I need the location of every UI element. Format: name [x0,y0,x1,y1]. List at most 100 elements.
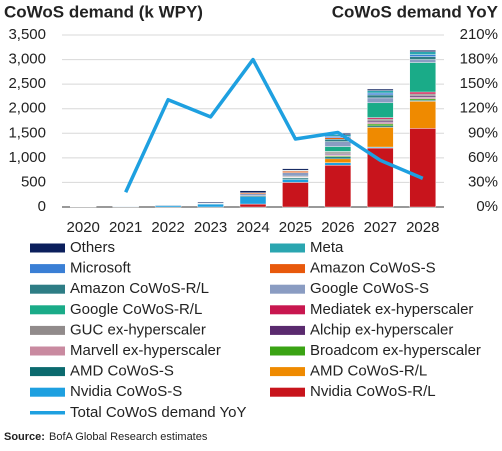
y-tick-label: 1,500 [8,124,46,141]
x-tick-label: 2022 [151,219,184,236]
bar-segment [325,163,351,165]
legend-label: Others [70,239,115,256]
bar-segment [367,119,393,121]
bar-segment [367,103,393,118]
y2-tick-label: 150% [460,75,498,92]
bar-segment [367,95,393,98]
legend-label: AMD CoWoS-S [70,363,174,380]
legend-label: Microsoft [70,260,132,277]
bar-segment [240,197,266,204]
y-tick-label: 2,000 [8,100,46,117]
bar-segment [367,98,393,103]
source-label: Source: [4,431,45,443]
legend-label: GUC ex-hyperscaler [70,321,206,338]
bar-segment [410,128,436,207]
y2-tick-label: 180% [460,51,498,68]
bar-segment [367,127,393,147]
y2-tick-label: 0% [476,198,498,215]
legend-swatch [270,264,305,273]
legend-swatch [270,244,305,253]
bar-segment [240,204,266,207]
y-tick-label: 3,500 [8,26,46,43]
x-tick-label: 2027 [364,219,397,236]
y-tick-label: 3,000 [8,51,46,68]
y-tick-label: 2,500 [8,75,46,92]
x-tick-label: 2020 [67,219,100,236]
y2-tick-label: 120% [460,100,498,117]
legend-label: Total CoWoS demand YoY [70,404,247,421]
bar-segment [410,52,436,55]
bar-segment [282,178,308,179]
legend-swatch [30,285,65,294]
legend-swatch [270,326,305,335]
bar-segment [198,204,224,207]
bar-segment [410,97,436,98]
legend-swatch [30,264,65,273]
bar-segment [410,92,436,94]
x-tick-label: 2026 [321,219,354,236]
legend-label: Google CoWoS-R/L [70,301,202,318]
legend-label: Meta [310,239,344,256]
bar-segment [367,89,393,90]
bar-segment [282,173,308,176]
bar-segment [282,171,308,172]
x-tick-label: 2025 [279,219,312,236]
y2-tick-label: 90% [468,124,498,141]
bar-segment [240,194,266,196]
bar-segment [410,96,436,97]
x-tick-label: 2023 [194,219,227,236]
bar-segment [282,179,308,182]
bar-segment [325,147,351,152]
bar-segment [367,91,393,93]
bar-segment [155,206,181,207]
chart-title-right: CoWoS demand YoY [332,2,499,21]
bar-segment [325,152,351,154]
legend-swatch [270,347,305,356]
x-tick-label: 2024 [236,219,269,236]
bar-segment [367,124,393,126]
bar-segment [367,118,393,119]
legend-swatch [30,388,65,397]
legend-swatch [270,305,305,314]
bar-segment [367,148,393,207]
legend-label: Nvidia CoWoS-R/L [310,383,436,400]
bar-segment [410,60,436,63]
legend-swatch [30,347,65,356]
legend-swatch [30,305,65,314]
bar-segment [282,182,308,207]
bar-segment [367,122,393,123]
bar-segment [410,63,436,92]
legend-label: Alchip ex-hyperscaler [310,321,453,338]
bar-segment [410,101,436,128]
legend-label: Mediatek ex-hyperscaler [310,301,473,318]
y2-tick-label: 60% [468,149,498,166]
y2-tick-label: 210% [460,26,498,43]
legend-label: Amazon CoWoS-S [310,260,436,277]
bar-segment [325,165,351,207]
y-tick-label: 0 [38,198,46,215]
x-tick-label: 2021 [109,219,142,236]
bar-segment [410,57,436,60]
bar-segment [282,169,308,170]
legend-label: AMD CoWoS-R/L [310,363,427,380]
legend-swatch [270,367,305,376]
legend-swatch [270,388,305,397]
bar-segment [367,121,393,122]
y2-tick-label: 30% [468,173,498,190]
bar-segment [367,93,393,95]
bar-segment [410,50,436,51]
bar-segment [240,191,266,193]
bar-segment [410,94,436,96]
bar-segment [367,126,393,127]
chart-title: CoWoS demand (k WPY) [4,2,203,21]
legend-label: Broadcom ex-hyperscaler [310,342,481,359]
legend-swatch [270,285,305,294]
source: BofA Global Research estimates [49,431,208,443]
bar-segment [325,159,351,163]
legend-label: Marvell ex-hyperscaler [70,342,221,359]
legend-swatch [30,326,65,335]
legend-label: Google CoWoS-S [310,280,429,297]
bar-segment [325,157,351,159]
legend-label: Nvidia CoWoS-S [70,383,182,400]
